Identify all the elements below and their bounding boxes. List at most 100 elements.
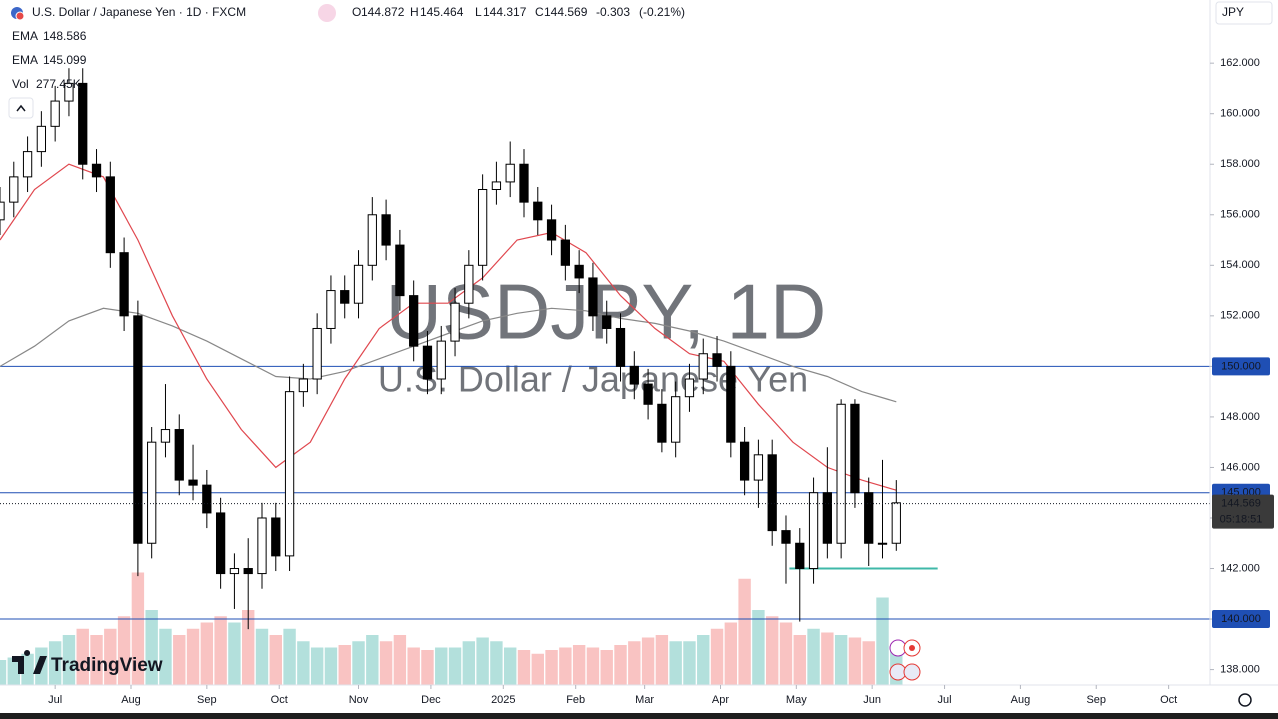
price-tag <box>1212 610 1270 629</box>
candle-body <box>36 125 47 153</box>
candle-body <box>643 383 653 405</box>
candle-body <box>767 454 777 532</box>
candle-body <box>381 214 391 246</box>
candle-body <box>739 441 750 481</box>
volume-bar <box>379 641 393 685</box>
y-tick-label: 154.000 <box>1220 259 1260 271</box>
settings-icon[interactable] <box>1238 693 1252 707</box>
candle-body <box>519 163 529 203</box>
candle-body <box>9 176 19 203</box>
price-tag-label: 150.000 <box>1221 360 1261 372</box>
volume-bar <box>90 635 103 685</box>
volume-bar <box>531 653 544 685</box>
volume-bar <box>131 572 145 685</box>
candle-body <box>615 327 626 367</box>
volume-bar <box>628 641 641 685</box>
x-tick-label: Sep <box>197 694 217 706</box>
price-tag <box>1212 357 1270 376</box>
volume-bar <box>324 647 338 685</box>
volume-bar <box>352 641 365 685</box>
candle-body <box>395 244 405 297</box>
indicator-name: EMA <box>12 29 38 43</box>
candle-body <box>877 542 888 545</box>
ohlc-value: 145.464 <box>420 5 464 19</box>
x-tick-label: Oct <box>271 694 288 706</box>
y-tick-label: 160.000 <box>1220 108 1260 120</box>
indicator-value: 148.586 <box>43 29 87 43</box>
candle-body <box>864 492 874 544</box>
x-tick-label: May <box>786 694 807 706</box>
watermark-subtitle: U.S. Dollar / Japanese Yen <box>378 359 808 400</box>
volume-bar <box>752 610 765 685</box>
countdown: 05:18:51 <box>1220 514 1263 526</box>
y-tick-label: 156.000 <box>1220 209 1260 221</box>
data-window-button[interactable] <box>318 4 336 22</box>
volume-bar <box>503 647 517 685</box>
volume-bar <box>655 635 669 685</box>
ohlc-value: 144.872 <box>361 5 405 19</box>
currency-label: JPY <box>1222 5 1244 19</box>
volume-bar <box>76 628 89 685</box>
volume-bar <box>793 635 806 685</box>
volume-bar <box>255 628 269 685</box>
volume-bar <box>490 641 503 685</box>
candle-body <box>505 163 515 183</box>
volume-bar <box>572 645 586 685</box>
event-icon[interactable] <box>903 663 921 681</box>
candle-body <box>657 403 667 443</box>
volume-bar <box>765 616 779 685</box>
candle-body <box>422 345 433 380</box>
volume-bar <box>145 610 158 685</box>
candle-body <box>891 502 901 544</box>
candle-body <box>229 568 240 575</box>
x-tick-label: Dec <box>421 694 441 706</box>
ohlc-key: O <box>352 5 361 19</box>
y-tick-label: 138.000 <box>1220 663 1260 675</box>
candle-body <box>450 302 460 342</box>
price-tag-label: 140.000 <box>1221 613 1261 625</box>
currency-button[interactable] <box>1215 1 1273 25</box>
volume-bar <box>697 635 710 685</box>
symbol-title: U.S. Dollar / Japanese Yen · 1D · FXCM <box>32 5 246 19</box>
volume-bar <box>159 628 172 685</box>
candle-body <box>188 479 198 486</box>
candle-body <box>574 264 584 279</box>
volume-bar <box>393 635 407 685</box>
candle-body <box>491 181 502 191</box>
ema-line <box>0 307 897 403</box>
change-value: -0.303 <box>596 5 630 19</box>
volume-bar <box>173 635 186 685</box>
volume-bar <box>683 641 696 685</box>
x-tick-label: Jun <box>863 694 881 706</box>
ohlc-value: 144.317 <box>483 5 527 19</box>
volume-name: Vol <box>12 77 29 91</box>
indicator-value: 145.099 <box>43 53 87 67</box>
volume-bar <box>710 628 724 685</box>
candle-body <box>588 277 598 317</box>
volume-bar <box>545 650 558 685</box>
volume-bar <box>724 622 738 685</box>
candle-body <box>850 403 860 494</box>
volume-bar <box>407 647 420 685</box>
volume-bar <box>7 657 20 685</box>
volume-bar <box>586 647 600 685</box>
x-tick-label: Aug <box>121 694 141 706</box>
candle-body <box>712 353 722 367</box>
candle-body <box>560 239 570 266</box>
last-price-label: 144.569 <box>1221 498 1261 510</box>
volume-bar <box>848 637 862 685</box>
candle-body <box>174 429 184 481</box>
candle-body <box>147 441 157 544</box>
collapse-button[interactable] <box>8 97 34 119</box>
event-icon-dot <box>909 645 915 651</box>
candle-body <box>409 295 419 347</box>
x-tick-label: Aug <box>1011 694 1031 706</box>
candle-body <box>533 201 543 221</box>
x-tick-label: Feb <box>566 694 585 706</box>
volume-bar <box>228 622 241 685</box>
candle-body <box>50 100 60 127</box>
volume-bar <box>807 628 820 685</box>
volume-bar <box>669 641 682 685</box>
x-tick-label: Oct <box>1160 694 1177 706</box>
y-tick-label: 158.000 <box>1220 158 1260 170</box>
